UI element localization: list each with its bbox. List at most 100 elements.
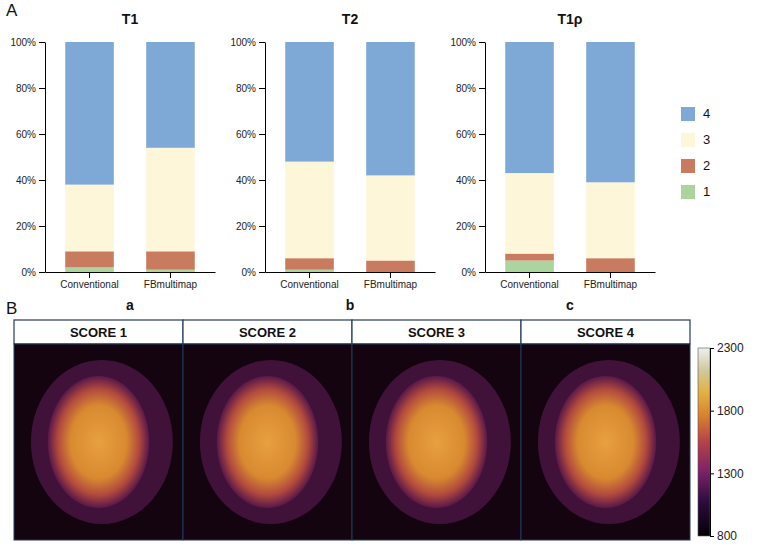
legend-swatch: [681, 159, 695, 173]
tick-label: 0%: [242, 267, 257, 278]
bar-segment: [505, 254, 554, 261]
tick-mark: [479, 42, 485, 43]
x-axis: Conventional FBmultimap: [46, 272, 216, 290]
y-tick: 100%: [10, 37, 45, 48]
bar-segment: [505, 173, 554, 254]
tick-label: Conventional: [60, 279, 118, 290]
legend-label: 1: [703, 184, 710, 199]
tick-mark: [39, 134, 45, 135]
chart-title: T1ρ: [558, 11, 583, 27]
tick-mark: [710, 536, 714, 537]
image-heart: [217, 376, 318, 508]
chart-panel: T1ρ0%20%40%60%80%100%ConventionalFBmulti…: [450, 11, 710, 290]
tick-mark: [259, 226, 265, 227]
chart-title: T2: [342, 11, 359, 27]
image-placeholder: [14, 344, 183, 540]
tick-mark: [710, 473, 714, 474]
bar-segment: [366, 42, 415, 175]
panel-header: SCORE 1: [70, 325, 127, 340]
tick-label: 60%: [456, 129, 476, 140]
tick-label: 60%: [16, 129, 36, 140]
bar-segment: [505, 42, 554, 173]
bar-segment: [146, 148, 195, 252]
x-tick: Conventional: [500, 272, 558, 290]
legend: 4321: [681, 106, 710, 199]
legend-item: 1: [681, 184, 710, 199]
panel-header: SCORE 2: [239, 325, 296, 340]
legend-item: 4: [681, 106, 710, 121]
tick-label: 100%: [450, 37, 476, 48]
tick-mark: [259, 134, 265, 135]
y-tick: 20%: [16, 221, 45, 232]
bars: [505, 42, 635, 272]
tick-mark: [529, 272, 530, 278]
x-tick: Conventional: [60, 272, 118, 290]
figure: AT10%20%40%60%80%100%ConventionalFBmulti…: [0, 0, 760, 550]
image-background: [521, 344, 690, 540]
tick-mark: [479, 272, 485, 273]
tick-label: 80%: [456, 83, 476, 94]
colorbar-tick: 2300: [710, 341, 744, 355]
bar-segment: [366, 261, 415, 273]
axis-line: [46, 272, 216, 273]
tick-mark: [39, 226, 45, 227]
legend-swatch: [681, 107, 695, 121]
tick-mark: [170, 272, 171, 278]
tick-label: 40%: [236, 175, 256, 186]
y-tick: 60%: [236, 129, 265, 140]
tick-label: FBmultimap: [364, 279, 418, 290]
tick-mark: [390, 272, 391, 278]
bar-segment: [65, 267, 114, 272]
image-outer-tissue: [369, 360, 511, 524]
tick-mark: [259, 88, 265, 89]
legend-swatch: [681, 133, 695, 147]
chart-panel: T20%20%40%60%80%100%ConventionalFBmultim…: [230, 11, 435, 290]
tick-label: 0%: [462, 267, 477, 278]
tick-mark: [309, 272, 310, 278]
chart-title: T1: [122, 11, 139, 27]
panel-label: A: [6, 1, 18, 20]
tick-label: 0%: [22, 267, 37, 278]
bar-segment: [65, 42, 114, 185]
tick-label: 100%: [230, 37, 256, 48]
x-tick: FBmultimap: [584, 272, 638, 290]
x-tick: Conventional: [280, 272, 338, 290]
tick-mark: [39, 272, 45, 273]
y-tick: 20%: [456, 221, 485, 232]
bar-segment: [505, 261, 554, 273]
image-frame: [183, 344, 352, 540]
image-placeholder: [521, 344, 690, 540]
x-axis: Conventional FBmultimap: [486, 272, 656, 290]
axis-line: [711, 349, 715, 537]
tick-label: 20%: [456, 221, 476, 232]
image-panel: SCORE 4: [521, 320, 690, 540]
tick-mark: [259, 180, 265, 181]
subpanel-label: a: [126, 297, 134, 313]
tick-mark: [39, 180, 45, 181]
tick-label: Conventional: [280, 279, 338, 290]
tick-mark: [259, 272, 265, 273]
panel-header-box: [14, 320, 183, 344]
y-axis: 0%20%40%60%80%100%: [230, 37, 265, 278]
y-tick: 40%: [236, 175, 265, 186]
image-outer-tissue: [200, 360, 342, 524]
axis-line: [265, 43, 266, 273]
bars: [285, 42, 415, 272]
bar-segment: [146, 270, 195, 272]
image-frame: [14, 344, 183, 540]
bar-segment: [285, 258, 334, 270]
tick-label: 2300: [717, 341, 744, 355]
tick-label: FBmultimap: [144, 279, 198, 290]
bar-segment: [586, 258, 635, 272]
x-tick: FBmultimap: [364, 272, 418, 290]
x-tick: FBmultimap: [144, 272, 198, 290]
bar-segment: [366, 175, 415, 260]
image-heart: [555, 376, 656, 508]
y-tick: 80%: [16, 83, 45, 94]
bar-segment: [586, 182, 635, 258]
panel-header-box: [521, 320, 690, 344]
image-panel: SCORE 3: [352, 320, 521, 540]
legend-item: 2: [681, 158, 710, 173]
tick-label: 80%: [236, 83, 256, 94]
axis-line: [45, 43, 46, 273]
